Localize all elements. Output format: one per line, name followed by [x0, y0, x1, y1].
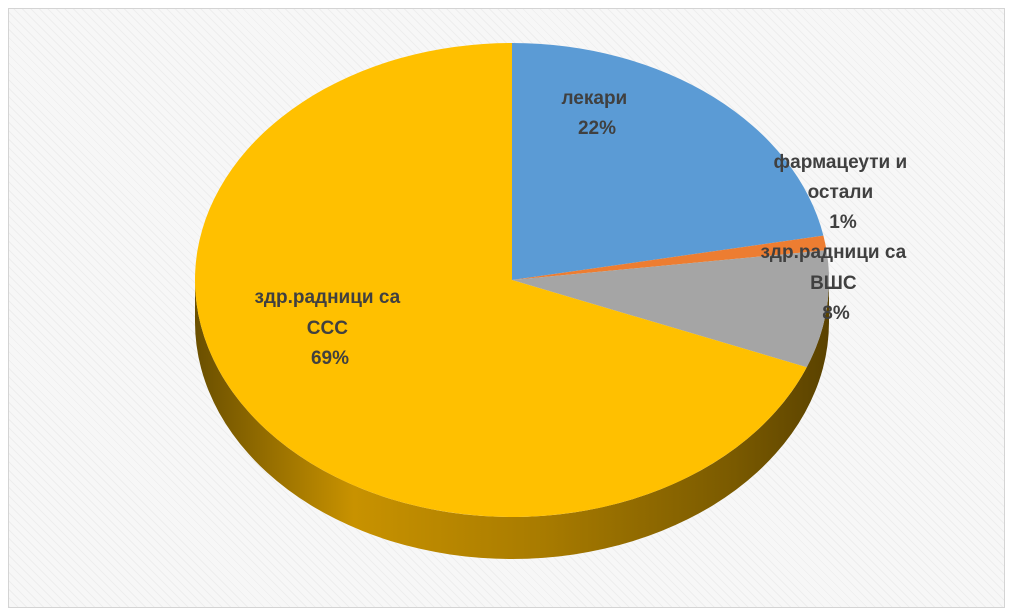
label-doctors-pct: 22%: [578, 118, 616, 139]
label-higher-ed-workers: здр.радници са ВШС 8%: [760, 242, 911, 324]
label-pharmacists-name-2: остали: [808, 182, 874, 203]
label-secondary-ed-workers: здр.радници са ССС 69%: [254, 287, 405, 369]
label-pharmacists: фармацеути и остали 1%: [774, 152, 913, 233]
pie-slice-1: [512, 235, 827, 280]
label-pharmacists-name-1: фармацеути и: [774, 152, 908, 173]
label-higher-ed-pct: 8%: [822, 303, 850, 324]
label-secondary-ed-name-2: ССС: [307, 318, 348, 339]
pie-depth: [195, 280, 829, 559]
label-secondary-ed-name-1: здр.радници са: [254, 287, 400, 308]
label-pharmacists-pct: 1%: [829, 212, 857, 233]
label-higher-ed-name-2: ВШС: [810, 273, 857, 294]
pie-slice-3: [194, 43, 807, 517]
pie-slices: [194, 43, 829, 517]
label-higher-ed-name-1: здр.радници са: [760, 242, 906, 263]
label-doctors: лекари 22%: [561, 88, 632, 139]
pie-slice-0: [512, 43, 824, 280]
pie-slice-2: [512, 250, 829, 368]
label-doctors-name: лекари: [561, 88, 627, 109]
pie-side-wall: [195, 280, 829, 559]
label-secondary-ed-pct: 69%: [311, 348, 349, 369]
